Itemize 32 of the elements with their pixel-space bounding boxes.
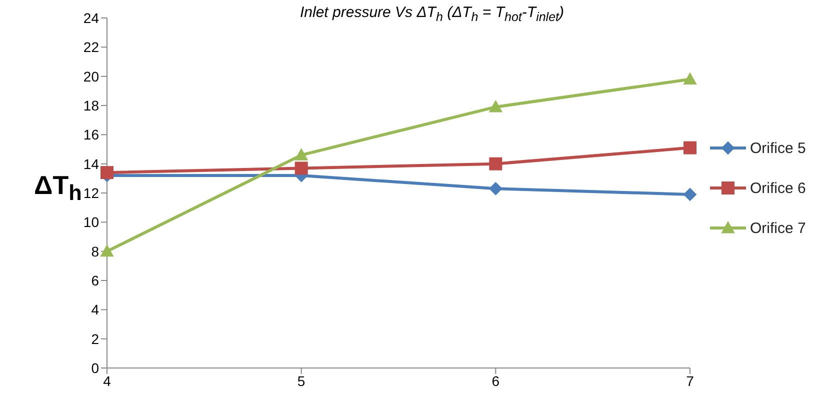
point: [489, 157, 502, 170]
point: [294, 148, 308, 160]
point: [100, 166, 114, 180]
y-tick-label: 0: [91, 360, 100, 376]
y-tick-label: 8: [91, 243, 100, 260]
y-tick-label: 6: [91, 272, 100, 288]
y-tick-label: 20: [83, 68, 100, 84]
y-tick-label: 10: [83, 214, 100, 230]
legend-label: Orifice 5: [750, 140, 806, 157]
y-tick-label: 12: [83, 184, 100, 201]
y-tick-label: 14: [83, 156, 100, 172]
point: [684, 141, 696, 154]
x-tick-label: 4: [103, 372, 112, 389]
y-tick-label: 24: [83, 10, 100, 26]
y-tick-label: 18: [83, 97, 100, 114]
legend-label: Orifice 6: [750, 180, 806, 197]
y-tick-label: 22: [83, 39, 100, 56]
x-tick-label: 5: [297, 372, 306, 389]
y-axis-title: ΔT$_{h}$: [34, 170, 82, 206]
point: [684, 72, 696, 85]
point: [294, 162, 308, 175]
x-tick-label: 6: [492, 372, 500, 389]
legend-label: Orifice 7: [750, 220, 806, 237]
point: [489, 100, 502, 112]
y-tick-label: 4: [91, 302, 100, 318]
x-tick-label: 7: [686, 372, 694, 389]
chart-title: Inlet pressure Vs ΔT$_{h}$ (ΔT$_{h}$ = T$_{hot}$-T$_{inlet}$): [300, 4, 564, 24]
y-tick-label: 16: [83, 126, 100, 143]
point: [684, 188, 696, 201]
point: [100, 244, 114, 257]
y-tick-label: 2: [91, 330, 100, 347]
point: [489, 182, 502, 196]
